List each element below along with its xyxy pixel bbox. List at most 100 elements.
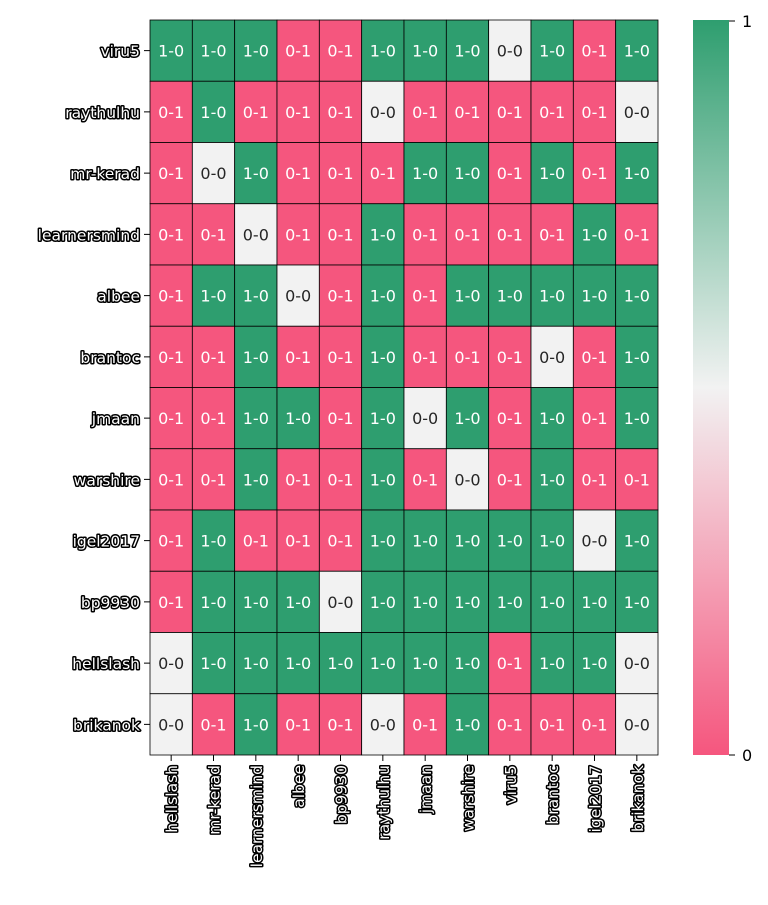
- heatmap-cell: [445, 325, 490, 388]
- heatmap-cell: [149, 264, 193, 327]
- heatmap-cell: [572, 448, 617, 511]
- heatmap-cell: [403, 203, 447, 266]
- heatmap-cell-label: 1-0: [412, 164, 438, 183]
- heatmap-cell-label: 1-0: [624, 593, 650, 612]
- heatmap-cell: [615, 80, 659, 143]
- heatmap-cell: [234, 264, 278, 327]
- heatmap-cell-label: 0-1: [285, 470, 311, 489]
- heatmap-cell-label: 0-1: [581, 409, 607, 428]
- heatmap-cell: [276, 19, 320, 82]
- column-label: igel2017: [587, 765, 605, 832]
- heatmap-cell: [488, 203, 532, 266]
- heatmap-cell: [234, 19, 278, 82]
- heatmap-cell-label: 1-0: [243, 409, 269, 428]
- heatmap-cell: [234, 387, 278, 450]
- heatmap-cell: [615, 325, 659, 388]
- heatmap-cell-label: 0-1: [624, 225, 650, 244]
- heatmap-cell: [149, 19, 193, 82]
- heatmap-cell: [149, 387, 193, 450]
- heatmap-cell-label: 1-0: [243, 164, 269, 183]
- heatmap-cell: [572, 203, 617, 266]
- heatmap-cell: [318, 448, 363, 511]
- heatmap-cell-label: 0-1: [412, 348, 438, 367]
- heatmap-cell-label: 1-0: [624, 287, 650, 306]
- heatmap-cell-label: 1-0: [497, 287, 523, 306]
- heatmap-cell-label: 0-1: [327, 348, 353, 367]
- heatmap-cell-label: 1-0: [497, 593, 523, 612]
- heatmap-cell: [572, 632, 617, 695]
- row-label: viru5: [100, 43, 140, 61]
- heatmap-cell: [445, 19, 490, 82]
- heatmap-cell: [445, 570, 490, 633]
- heatmap-cell-label: 0-0: [243, 225, 269, 244]
- heatmap-cell-label: 0-1: [158, 164, 184, 183]
- heatmap-cell-label: 0-1: [327, 409, 353, 428]
- heatmap-cell-label: 0-0: [200, 164, 226, 183]
- heatmap-cell: [530, 80, 574, 143]
- heatmap-cell: [488, 80, 532, 143]
- heatmap-cell-label: 0-1: [454, 225, 480, 244]
- heatmap-cell: [191, 509, 236, 572]
- heatmap-cell-label: 0-1: [624, 470, 650, 489]
- heatmap-cell-label: 0-1: [581, 715, 607, 734]
- heatmap-cell: [530, 387, 574, 450]
- heatmap-cell: [191, 264, 236, 327]
- heatmap-cell-label: 1-0: [539, 164, 565, 183]
- heatmap-cell-label: 0-1: [327, 287, 353, 306]
- heatmap-cell-label: 1-0: [497, 532, 523, 551]
- heatmap-cell-label: 0-1: [327, 470, 353, 489]
- heatmap-cell: [361, 19, 405, 82]
- heatmap-cell-label: 1-0: [539, 593, 565, 612]
- heatmap-cell-label: 1-0: [581, 287, 607, 306]
- heatmap-cell-label: 0-1: [327, 715, 353, 734]
- heatmap-cell-label: 0-0: [370, 715, 396, 734]
- row-label: raythulhu: [65, 104, 140, 122]
- heatmap-cell-label: 1-0: [200, 654, 226, 673]
- heatmap-cell-label: 1-0: [370, 532, 396, 551]
- heatmap-cell: [361, 693, 405, 756]
- heatmap-cell: [403, 693, 447, 756]
- heatmap-cell-label: 0-1: [370, 164, 396, 183]
- column-label: viru5: [502, 765, 520, 805]
- heatmap-cell: [403, 387, 447, 450]
- heatmap-cell: [276, 325, 320, 388]
- heatmap-cell-label: 1-0: [243, 470, 269, 489]
- heatmap-cell: [530, 570, 574, 633]
- heatmap-cell: [191, 570, 236, 633]
- heatmap-cell-label: 1-0: [539, 532, 565, 551]
- heatmap-cell: [488, 509, 532, 572]
- heatmap-cell-label: 0-0: [624, 103, 650, 122]
- heatmap-cell-label: 0-0: [327, 593, 353, 612]
- column-label: warshire: [460, 765, 478, 831]
- colorbar: 1 0: [693, 12, 752, 765]
- heatmap-cell-label: 0-1: [158, 103, 184, 122]
- heatmap-cell: [234, 203, 278, 266]
- heatmap-cell-label: 1-0: [539, 409, 565, 428]
- heatmap-cell-label: 0-1: [497, 164, 523, 183]
- heatmap-cell: [403, 264, 447, 327]
- heatmap-cell-label: 1-0: [200, 593, 226, 612]
- row-label: mr-kerad: [70, 165, 140, 183]
- heatmap-cell-label: 0-0: [624, 654, 650, 673]
- heatmap-cell-label: 0-1: [200, 715, 226, 734]
- row-label: hellslash: [72, 655, 140, 673]
- heatmap-cell-label: 1-0: [285, 654, 311, 673]
- heatmap-cell: [572, 509, 617, 572]
- heatmap-cell-label: 0-1: [200, 225, 226, 244]
- heatmap-cell-label: 0-1: [158, 532, 184, 551]
- heatmap-cell-label: 0-1: [412, 287, 438, 306]
- heatmap-cell-label: 1-0: [370, 470, 396, 489]
- heatmap-cell: [149, 325, 193, 388]
- heatmap-cell-label: 0-1: [158, 470, 184, 489]
- column-label: raythulhu: [375, 765, 393, 840]
- heatmap-cell-label: 1-0: [412, 593, 438, 612]
- heatmap-cell: [615, 509, 659, 572]
- heatmap-cell-label: 0-1: [412, 225, 438, 244]
- heatmap-cell-label: 0-1: [158, 225, 184, 244]
- heatmap-cell-label: 1-0: [624, 348, 650, 367]
- heatmap-cell: [445, 509, 490, 572]
- column-label: brantoc: [544, 765, 562, 825]
- heatmap-cell: [149, 142, 193, 205]
- heatmap-cell-label: 1-0: [243, 42, 269, 61]
- heatmap-cell-label: 1-0: [581, 654, 607, 673]
